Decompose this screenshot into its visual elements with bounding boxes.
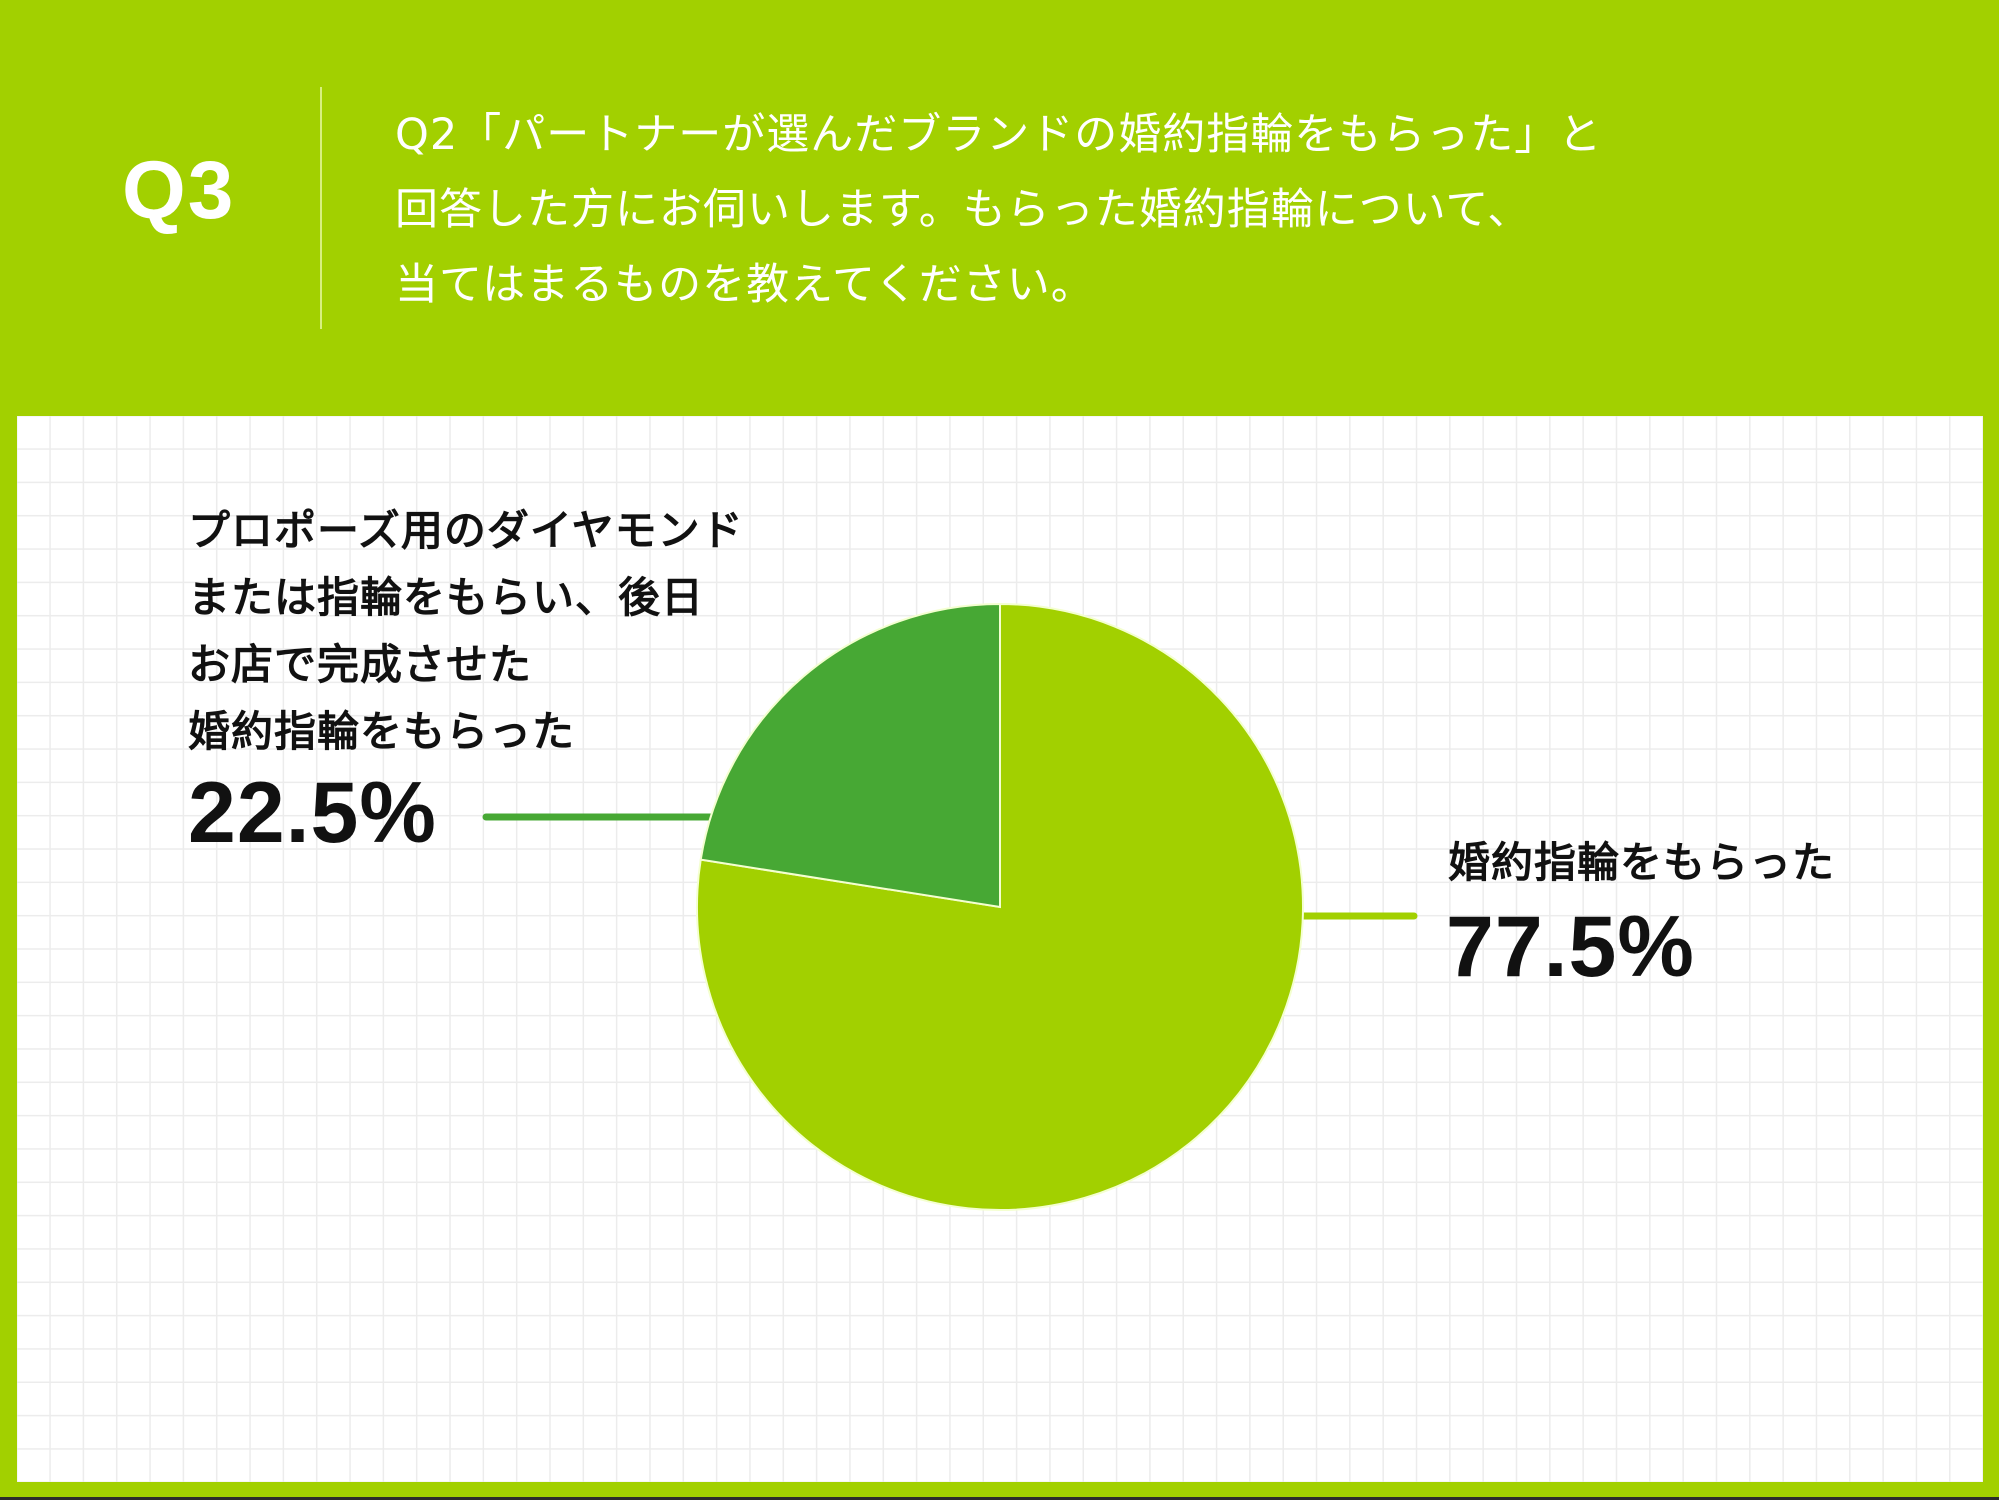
question-number: Q3 [122, 145, 236, 236]
label-minor: プロポーズ用のダイヤモンド または指輪をもらい、後日 お店で完成させた 婚約指輪… [188, 497, 744, 765]
label-major: 婚約指輪をもらった [1448, 838, 1836, 887]
question-line: 回答した方にお伺いします。もらった婚約指輪について、 [395, 185, 1532, 235]
label-minor-line: プロポーズ用のダイヤモンド [188, 506, 744, 555]
pie-slice-minor [699, 602, 1001, 909]
question-line: 当てはまるものを教えてください。 [395, 260, 1095, 310]
question-text: Q2「パートナーが選んだブランドの婚約指輪をもらった」と 回答した方にお伺いしま… [395, 98, 1895, 323]
label-minor-line: お店で完成させた [188, 640, 533, 689]
label-minor-line: 婚約指輪をもらった [188, 707, 576, 756]
question-line: Q2「パートナーが選んだブランドの婚約指輪をもらった」と [395, 110, 1603, 160]
header-divider [320, 87, 322, 329]
label-minor-line: または指輪をもらい、後日 [188, 573, 705, 622]
bottom-edge [0, 1497, 1999, 1500]
chart-panel [17, 416, 1983, 1482]
value-minor: 22.5% [188, 765, 437, 861]
value-major: 77.5% [1446, 899, 1695, 995]
